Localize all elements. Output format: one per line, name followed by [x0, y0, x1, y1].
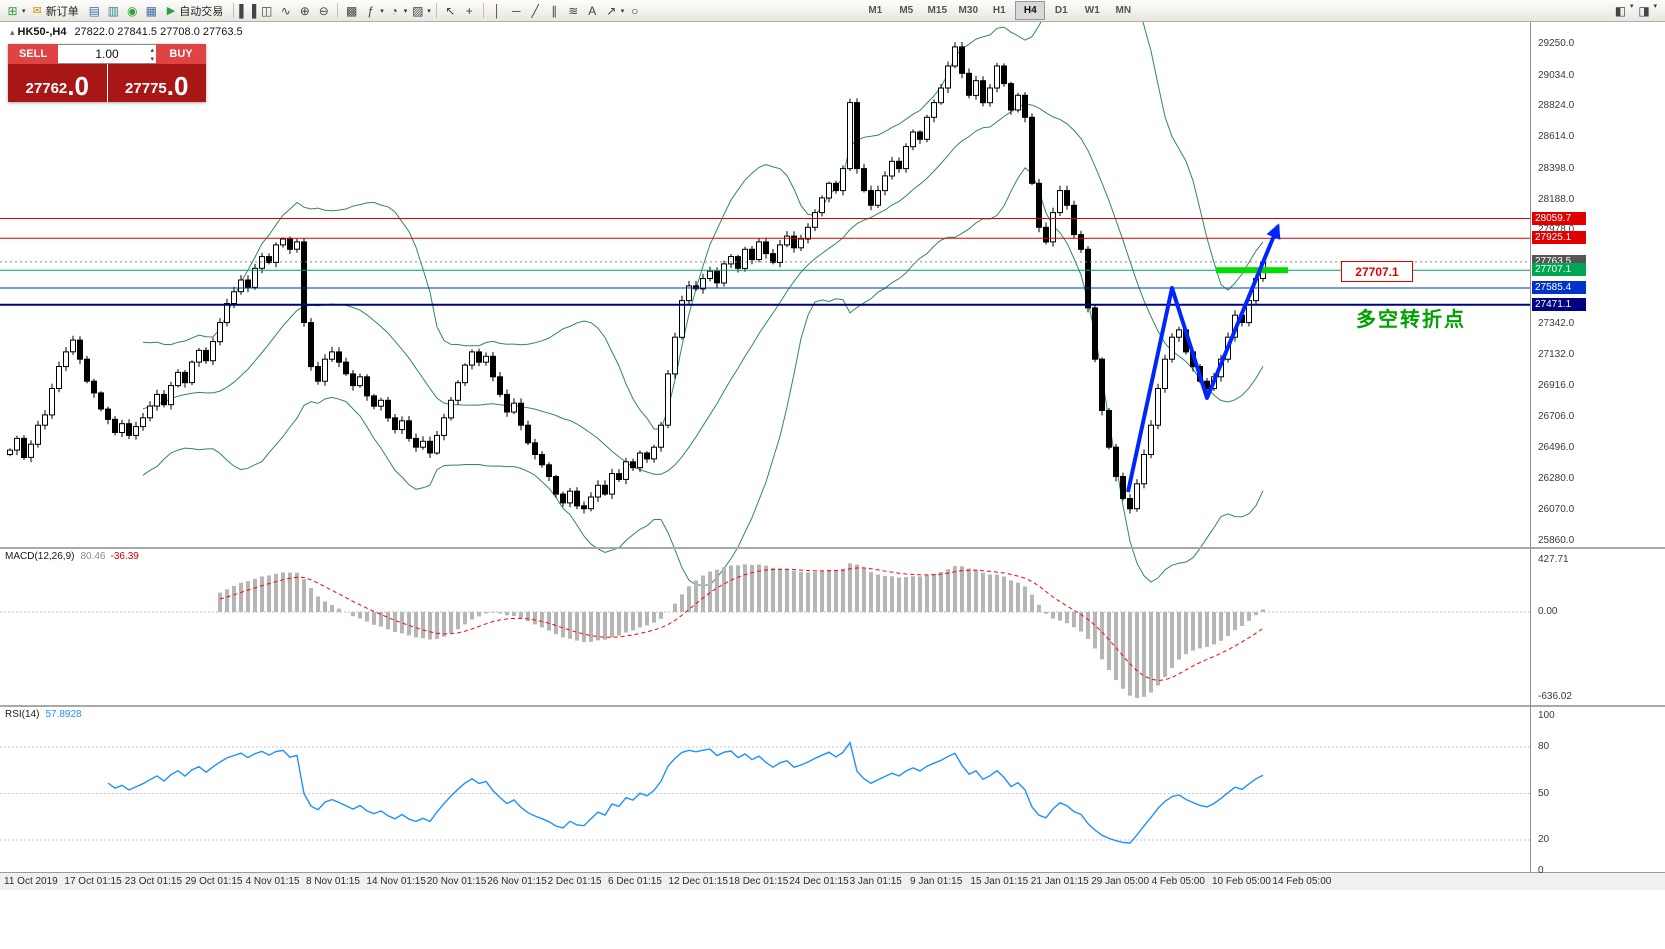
- templates-icon[interactable]: ▨: [412, 3, 424, 18]
- volume-input[interactable]: 1.00 ▴ ▾: [58, 44, 156, 64]
- timeframe-button-m15[interactable]: M15: [927, 5, 947, 16]
- buy-price-button[interactable]: 27775 .0: [107, 64, 206, 102]
- horizontal-line-tool-icon[interactable]: ─: [512, 3, 521, 18]
- zoom-out-icon[interactable]: ⊖: [318, 3, 329, 18]
- timeframe-button-m5[interactable]: M5: [899, 5, 914, 16]
- rsi-line: [107, 740, 1264, 844]
- text-tool-icon[interactable]: A: [588, 3, 597, 18]
- rsi-label: RSI(14) 57.8928: [5, 709, 82, 720]
- indicators-caret-icon[interactable]: ▾: [380, 7, 384, 15]
- buy-price-frac: .0: [166, 71, 189, 101]
- turning-point-annotation: 多空转折点: [1356, 309, 1466, 331]
- macd-name: MACD(12,26,9): [5, 551, 75, 562]
- main-toolbar: ⊞ ▾ ✉ 新订单 ▤ ▥ ◉ ▦ ▶ 自动交易 ▌▐ ◫ ∿ ⊕ ⊖ ▩ ƒ …: [0, 0, 1665, 22]
- new-chart-caret-icon[interactable]: ▾: [22, 7, 26, 15]
- templates-caret-icon[interactable]: ▾: [427, 7, 431, 15]
- volume-decrease-button[interactable]: ▾: [150, 56, 154, 63]
- symbol-title: HK50-,H4: [17, 26, 67, 38]
- timeframe-toolbar: M1 M5 M15 M30 H1 H4 D1 W1 MN: [860, 1, 1138, 20]
- timeframe-button-m30[interactable]: M30: [958, 5, 978, 16]
- chart-candles-icon[interactable]: ◫: [261, 3, 273, 18]
- price-level-callout[interactable]: 27707.1: [1341, 261, 1413, 282]
- timeframe-button-mn[interactable]: MN: [1115, 5, 1132, 16]
- crosshair-icon[interactable]: +: [465, 3, 473, 18]
- periods-icon[interactable]: ◔: [390, 3, 398, 18]
- volume-value: 1.00: [95, 47, 119, 61]
- toolbar-separator: [337, 3, 339, 18]
- chart-symbol-ohlc: ▴ HK50-,H4 27822.0 27841.5 27708.0 27763.5: [10, 26, 243, 38]
- autotrading-label: 自动交易: [179, 5, 224, 18]
- panel-separator[interactable]: [0, 547, 1665, 549]
- new-order-icon: ✉: [32, 5, 42, 17]
- sell-price-main: 27762: [25, 80, 68, 97]
- toolbar-separator: [435, 3, 437, 18]
- new-order-label: 新订单: [45, 5, 79, 18]
- timeframe-button-w1[interactable]: W1: [1084, 5, 1100, 16]
- macd-signal-line: [219, 567, 1264, 682]
- autotrading-play-icon: ▶: [166, 5, 176, 17]
- vertical-line-tool-icon[interactable]: │: [493, 3, 502, 18]
- toolbar-separator: [482, 3, 484, 18]
- trendline-tool-icon[interactable]: ╱: [531, 3, 539, 18]
- indicators-icon[interactable]: ƒ: [367, 3, 375, 18]
- support-highlight: [1216, 267, 1288, 274]
- cursor-icon[interactable]: ↖: [445, 3, 456, 18]
- rsi-value: 57.8928: [45, 709, 82, 720]
- terminal-icon[interactable]: ▦: [145, 3, 157, 18]
- volume-increase-button[interactable]: ▴: [150, 47, 154, 54]
- new-order-button[interactable]: ✉ 新订单: [28, 2, 84, 20]
- shapes-tool-icon[interactable]: ○: [631, 3, 639, 18]
- time-axis: [0, 872, 1665, 890]
- macd-label: MACD(12,26,9) 80.46 -36.39: [5, 551, 139, 562]
- arrow-tool-caret-icon[interactable]: ▾: [620, 7, 625, 15]
- window-layout-icon[interactable]: ◧: [1614, 3, 1627, 18]
- arrow-tool-icon[interactable]: ↗: [606, 3, 617, 18]
- new-chart-icon[interactable]: ⊞: [7, 3, 18, 18]
- navigator-icon[interactable]: ◉: [126, 3, 138, 18]
- rsi-name: RSI(14): [5, 709, 40, 720]
- chart-line-icon[interactable]: ∿: [280, 3, 291, 18]
- macd-signal-value: -36.39: [110, 551, 139, 562]
- zoom-in-icon[interactable]: ⊕: [299, 3, 310, 18]
- one-click-trading-panel: SELL 1.00 ▴ ▾ BUY 27762 .0 27775 .0: [8, 44, 206, 102]
- data-window-icon[interactable]: ▥: [107, 3, 119, 18]
- timeframe-button-h4[interactable]: H4: [1015, 1, 1046, 20]
- window-switch-icon[interactable]: ◨: [1638, 3, 1650, 18]
- toolbar-separator: [233, 3, 235, 18]
- window-switch-caret-icon[interactable]: ▾: [1653, 2, 1657, 10]
- macd-histogram: [218, 563, 1265, 698]
- panel-separator[interactable]: [0, 705, 1665, 707]
- market-watch-icon[interactable]: ▤: [88, 3, 100, 18]
- sell-price-button[interactable]: 27762 .0: [8, 64, 107, 102]
- fibonacci-tool-icon[interactable]: ≋: [568, 3, 579, 18]
- trend-arrow: [1126, 223, 1281, 493]
- window-layout-caret-icon[interactable]: ▾: [1629, 2, 1634, 10]
- autotrading-button[interactable]: ▶ 自动交易: [162, 2, 228, 20]
- buy-button[interactable]: BUY: [156, 44, 206, 64]
- chart-bars-icon[interactable]: ▌▐: [239, 3, 257, 18]
- channel-tool-icon[interactable]: ∥: [551, 3, 558, 18]
- timeframe-button-h1[interactable]: H1: [992, 5, 1006, 16]
- timeframe-button-m1[interactable]: M1: [868, 5, 883, 16]
- timeframe-button-d1[interactable]: D1: [1054, 5, 1068, 16]
- ohlc-values: 27822.0 27841.5 27708.0 27763.5: [74, 26, 243, 38]
- sell-price-frac: .0: [67, 71, 89, 101]
- buy-price-main: 27775: [125, 80, 167, 97]
- sell-button[interactable]: SELL: [8, 44, 58, 64]
- symbol-marker-icon: ▴: [10, 27, 15, 37]
- toolbar-right-group: ◧ ▾ ◨ ▾: [1612, 2, 1657, 20]
- tile-windows-icon[interactable]: ▩: [346, 3, 358, 18]
- candlesticks: [7, 42, 1266, 514]
- periods-caret-icon[interactable]: ▾: [403, 7, 408, 15]
- price-axis-separator: [1530, 22, 1531, 872]
- macd-main-value: 80.46: [80, 551, 106, 562]
